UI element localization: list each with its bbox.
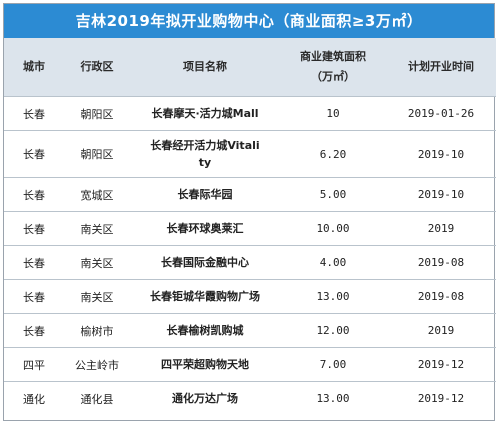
cell-area: 10.00 [280,211,386,246]
cell-city: 长春 [4,245,64,280]
cell-project: 四平荣超购物天地 [130,347,280,382]
cell-opening: 2019-10 [386,177,496,212]
table-row: 四平 公主岭市 四平荣超购物天地 7.00 2019-12 [4,347,496,382]
cell-opening: 2019-08 [386,279,496,314]
cell-district: 通化县 [80,392,114,406]
cell-district: 南关区 [64,211,130,246]
cell-district: 朝阳区 [64,130,130,178]
table-row: 长春 南关区 长春钜城华霞购物广场 13.00 2019-08 [4,279,496,314]
cell-district: 公主岭市 [64,347,130,382]
header-area-line1: 商业建筑面积 [300,50,366,63]
cell-opening: 2019 [386,211,496,246]
cell-city: 长春 [4,313,64,348]
cell-project: 长春榆树凯购城 [130,313,280,348]
cell-opening: 2019-12 [386,347,496,382]
header-row: 城市 行政区 项目名称 商业建筑面积 （万㎡） 计划开业时间 [4,38,496,97]
cell-district: 南关区 [64,279,130,314]
cell-opening: 2019-08 [386,245,496,280]
cell-project: 通化万达广场 [172,392,238,405]
cell-district: 宽城区 [64,177,130,212]
cell-area: 13.00 [316,392,350,405]
cell-city: 长春 [4,96,64,131]
cell-city: 长春 [4,211,64,246]
data-table-frame: 吉林2019年拟开业购物中心（商业面积≥3万㎡） 城市 行政区 项目名称 商业建… [3,3,496,421]
cell-area: 7.00 [280,347,386,382]
cell-project-line2: ty [198,156,212,169]
mall-table: 城市 行政区 项目名称 商业建筑面积 （万㎡） 计划开业时间 长春 朝阳区 长春… [4,38,496,415]
cell-area: 13.00 [280,279,386,314]
cell-area: 6.20 [280,130,386,178]
table-row: 长春 南关区 长春国际金融中心 4.00 2019-08 [4,245,496,280]
cell-opening: 2019-12 [417,392,465,405]
cell-project: 长春际华园 [130,177,280,212]
table-row: 通化 通化县 通化万达广场 13.00 2019-12 [4,382,496,416]
cell-district: 朝阳区 [64,96,130,131]
table-row: 长春 朝阳区 长春摩天·活力城Mall 10 2019-01-26 [4,96,496,131]
cell-city: 通化 [23,392,45,406]
header-district: 行政区 [64,38,130,97]
cell-project: 长春环球奥莱汇 [130,211,280,246]
cell-project: 长春国际金融中心 [130,245,280,280]
cell-city: 四平 [4,347,64,382]
cell-area: 12.00 [280,313,386,348]
cell-project: 长春钜城华霞购物广场 [130,279,280,314]
cell-opening: 2019-01-26 [386,96,496,131]
table-row: 长春 榆树市 长春榆树凯购城 12.00 2019 [4,313,496,348]
cell-area: 5.00 [280,177,386,212]
header-city: 城市 [4,38,64,97]
cell-district: 南关区 [64,245,130,280]
cell-area: 10 [280,96,386,131]
header-area-line2: （万㎡） [311,70,355,83]
cell-project: 长春摩天·活力城Mall [130,96,280,131]
header-opening: 计划开业时间 [386,38,496,97]
cell-area: 4.00 [280,245,386,280]
cell-city: 长春 [4,130,64,178]
cell-city: 长春 [4,279,64,314]
table-row: 长春 南关区 长春环球奥莱汇 10.00 2019 [4,211,496,246]
cell-project: 长春经开活力城Vitali ty [130,130,280,178]
cell-opening: 2019-10 [386,130,496,178]
table-title: 吉林2019年拟开业购物中心（商业面积≥3万㎡） [4,4,494,38]
cell-project-line1: 长春经开活力城Vitali [150,139,260,152]
cell-opening: 2019 [386,313,496,348]
header-area: 商业建筑面积 （万㎡） [280,38,386,97]
table-row: 长春 宽城区 长春际华园 5.00 2019-10 [4,177,496,212]
header-project: 项目名称 [130,38,280,97]
table-row: 长春 朝阳区 长春经开活力城Vitali ty 6.20 2019-10 [4,130,496,178]
cell-district: 榆树市 [64,313,130,348]
cell-city: 长春 [4,177,64,212]
